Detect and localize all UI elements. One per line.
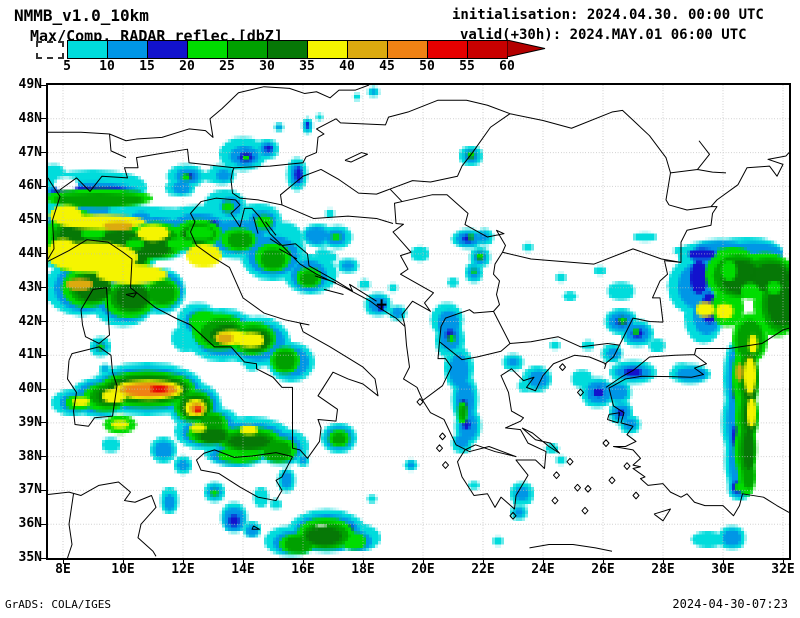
colorbar-tick-label: 60: [499, 59, 515, 74]
lat-axis-label: 48N: [18, 110, 42, 126]
lat-axis-tick: [40, 557, 46, 559]
colorbar-cell-25-30: [228, 41, 268, 58]
lon-axis-tick: [362, 558, 364, 564]
lat-axis-tick: [40, 253, 46, 255]
lon-axis-label: 12E: [171, 562, 195, 577]
colorbar-cell-5-10: [68, 41, 108, 58]
grads-credit-label: GrADS: COLA/IGES: [5, 598, 111, 611]
lat-axis-label: 49N: [18, 77, 42, 92]
colorbar-tick-label: 40: [339, 59, 355, 74]
lon-axis-label: 22E: [471, 562, 495, 577]
lon-axis-label: 32E: [771, 562, 795, 577]
lat-axis-tick: [40, 219, 46, 221]
colorbar-cells: [67, 40, 508, 59]
lat-axis-label: 46N: [18, 178, 42, 194]
colorbar-underflow-dashed-box: [36, 41, 64, 59]
initialisation-label: initialisation: 2024.04.30. 00:00 UTC: [452, 7, 764, 23]
colorbar-cell-50-55: [428, 41, 468, 58]
lat-axis-tick: [40, 84, 46, 86]
lat-axis-tick: [40, 489, 46, 491]
lon-axis-tick: [422, 558, 424, 564]
map-overlay-svg: [48, 85, 789, 558]
colorbar-tick-label: 35: [299, 59, 315, 74]
lat-axis-tick: [40, 287, 46, 289]
lat-axis-label: 37N: [18, 482, 42, 498]
lat-axis-label: 36N: [18, 516, 42, 532]
colorbar-cell-20-25: [188, 41, 228, 58]
lat-axis-tick: [40, 321, 46, 322]
colorbar-tick-label: 10: [99, 59, 115, 74]
lat-axis-label: 35N: [18, 550, 42, 565]
lon-axis-tick: [662, 558, 664, 564]
lat-axis-label: 42N: [18, 313, 42, 329]
lon-axis-tick: [602, 558, 604, 564]
lat-axis-tick: [40, 523, 46, 525]
colorbar-cell-40-45: [348, 41, 388, 58]
lon-axis-tick: [722, 558, 724, 564]
country-borders-layer: [48, 85, 726, 558]
lat-axis-label: 39N: [18, 414, 42, 430]
station-marker-cross: [376, 299, 387, 311]
lon-axis-tick: [302, 558, 304, 564]
lon-axis-label: 30E: [711, 562, 735, 577]
colorbar-cell-45-50: [388, 41, 428, 58]
colorbar-cell-55-60: [468, 41, 507, 58]
lat-axis-label: 43N: [18, 279, 42, 295]
colorbar-tick-label: 45: [379, 59, 395, 74]
colorbar-tick-label: 20: [179, 59, 195, 74]
lat-axis-label: 44N: [18, 245, 42, 261]
lon-axis-label: 8E: [55, 562, 71, 577]
lon-axis-label: 28E: [651, 562, 675, 577]
creation-timestamp-label: 2024-04-30-07:23: [672, 597, 788, 611]
lon-axis-tick: [242, 558, 244, 564]
lat-axis-tick: [40, 185, 46, 187]
lon-axis-tick: [62, 558, 64, 564]
lon-axis-label: 18E: [351, 562, 375, 577]
lon-axis-tick: [782, 558, 784, 564]
lon-axis-label: 26E: [591, 562, 615, 577]
colorbar-tick-label: 15: [139, 59, 155, 74]
lat-axis-label: 38N: [18, 448, 42, 464]
colorbar-overflow-arrow: [507, 40, 546, 57]
lat-axis-tick: [40, 388, 46, 390]
lat-axis-label: 47N: [18, 144, 42, 160]
colorbar-tick-label: 30: [259, 59, 275, 74]
map-plot-area: [46, 83, 791, 560]
graticule-gridlines: [48, 85, 789, 558]
lon-axis-label: 24E: [531, 562, 555, 577]
lat-axis-label: 45N: [18, 212, 42, 228]
colorbar-cell-30-35: [268, 41, 308, 58]
colorbar-cell-15-20: [148, 41, 188, 58]
lon-axis-tick: [122, 558, 124, 564]
lat-axis-label: 41N: [18, 347, 42, 363]
lon-axis-label: 16E: [291, 562, 315, 577]
colorbar-tick-label: 5: [63, 59, 71, 74]
lat-axis-label: 40N: [18, 381, 42, 397]
model-title: NMMB_v1.0_10km: [14, 6, 149, 25]
colorbar-cell-35-40: [308, 41, 348, 58]
lon-axis-label: 20E: [411, 562, 435, 577]
colorbar-tick-label: 50: [419, 59, 435, 74]
colorbar-tick-label: 25: [219, 59, 235, 74]
lat-axis-tick: [40, 354, 46, 356]
lat-axis-tick: [40, 118, 46, 120]
lon-axis-label: 10E: [111, 562, 135, 577]
lon-axis-tick: [182, 558, 184, 564]
lon-axis-tick: [542, 558, 544, 564]
lon-axis-tick: [482, 558, 484, 564]
lat-axis-tick: [40, 456, 46, 458]
lat-axis-tick: [40, 422, 46, 424]
valid-time-label: valid(+30h): 2024.MAY.01 06:00 UTC: [460, 27, 747, 43]
colorbar-cell-10-15: [108, 41, 148, 58]
lon-axis-label: 14E: [231, 562, 255, 577]
coastlines-layer: [48, 153, 789, 557]
lat-axis-tick: [40, 152, 46, 154]
colorbar-tick-label: 55: [459, 59, 475, 74]
